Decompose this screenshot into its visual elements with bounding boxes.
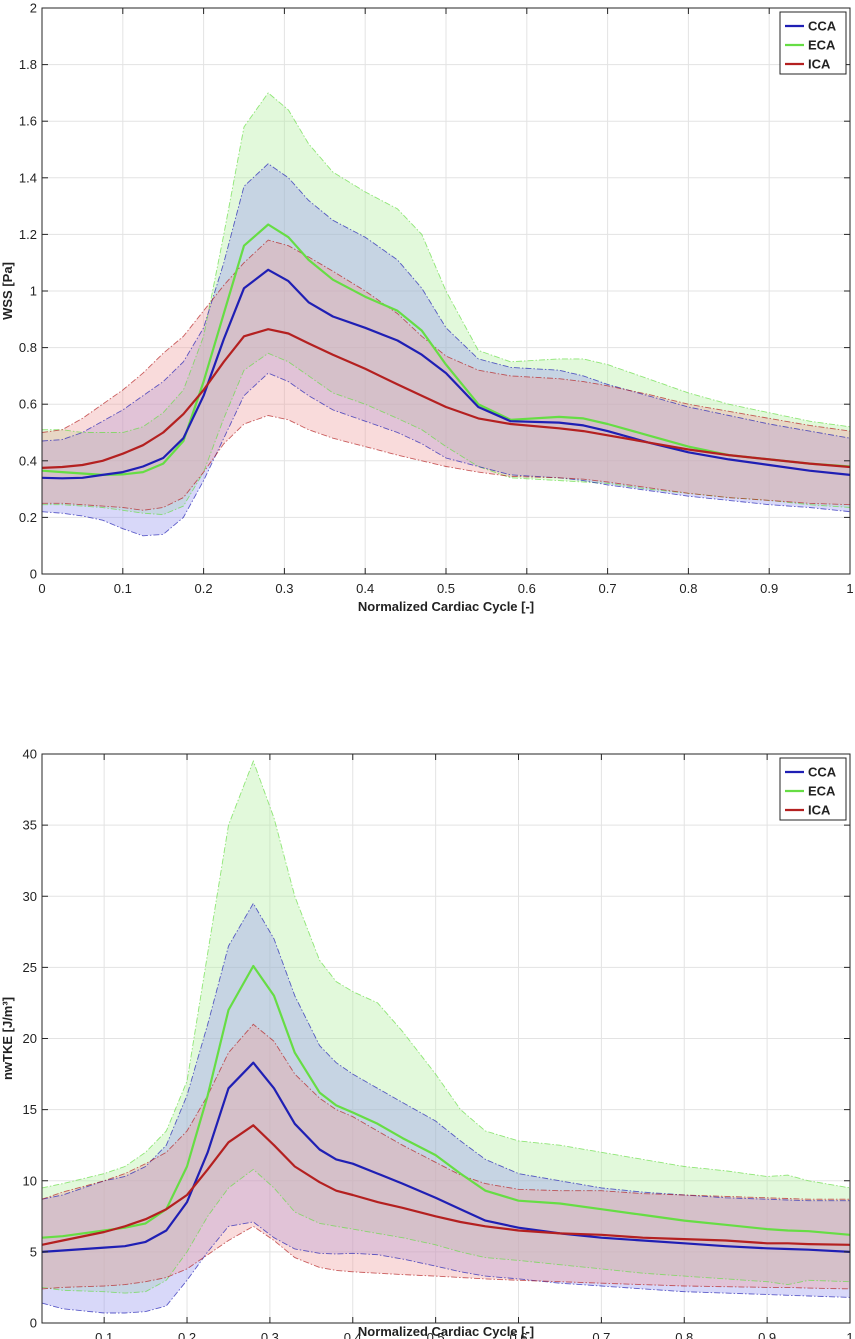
y-tick-label: 20	[23, 1031, 37, 1046]
x-tick-label: 0.6	[509, 1330, 527, 1339]
band-eca	[42, 92, 850, 515]
y-tick-label: 0.2	[19, 510, 37, 525]
y-tick-label: 0.8	[19, 340, 37, 355]
x-tick-label: 0.7	[592, 1330, 610, 1339]
band-lower-cca	[41, 372, 851, 537]
y-tick-label: 30	[23, 889, 37, 904]
legend-label-ica: ICA	[808, 57, 831, 72]
y-tick-label: 1.8	[19, 57, 37, 72]
x-tick-label: 0.2	[195, 581, 213, 596]
y-axis-label: WSS [Pa]	[0, 262, 15, 320]
y-tick-label: 1.6	[19, 114, 37, 129]
x-tick-label: 0.9	[758, 1330, 776, 1339]
band-upper-ica	[41, 239, 851, 433]
band-lower-cca	[41, 1221, 851, 1314]
y-tick-label: 35	[23, 818, 37, 833]
y-tick-label: 10	[23, 1173, 37, 1188]
x-tick-label: 0.3	[275, 581, 293, 596]
x-tick-label: 0.4	[344, 1330, 362, 1339]
y-tick-label: 5	[30, 1244, 37, 1259]
legend: CCA ECA ICA	[779, 11, 847, 75]
band-eca	[42, 761, 850, 1294]
x-tick-label: 0.5	[427, 1330, 445, 1339]
band-upper-ica	[41, 1023, 850, 1200]
band-lower-eca	[42, 352, 851, 516]
y-tick-label: 25	[23, 960, 37, 975]
x-tick-label: 1	[846, 1330, 853, 1339]
y-tick-label: 0.6	[19, 397, 37, 412]
y-tick-label: 15	[23, 1102, 37, 1117]
x-tick-label: 0.9	[760, 581, 778, 596]
band-ica	[42, 1024, 850, 1289]
x-tick-label: 0.5	[437, 581, 455, 596]
series-line-eca	[41, 223, 851, 476]
y-tick-label: 1.4	[19, 170, 37, 185]
y-axis-label: nwTKE [J/m³]	[0, 997, 15, 1080]
x-tick-label: 1	[846, 581, 853, 596]
series-line-ica	[41, 1124, 851, 1246]
x-tick-label: 0.3	[261, 1330, 279, 1339]
band-upper-cca	[41, 163, 851, 442]
legend-label-ica: ICA	[808, 803, 831, 818]
legend-label-cca: CCA	[808, 19, 837, 34]
legend-label-eca: ECA	[808, 38, 836, 53]
y-tick-label: 2	[30, 1, 37, 16]
band-upper-eca	[41, 759, 851, 1189]
legend: CCA ECA ICA	[779, 757, 847, 821]
band-lower-ica	[42, 415, 851, 511]
y-tick-label: 0.4	[19, 453, 37, 468]
x-axis-label: Normalized Cardiac Cycle [-]	[358, 1324, 534, 1339]
y-tick-label: 1.2	[19, 227, 37, 242]
x-tick-label: 0.8	[675, 1330, 693, 1339]
band-lower-eca	[41, 1168, 851, 1294]
nwtke-chart: 0.1 0.2 0.3 0.4 0.5 0.6 0.7 0.8 0.9 1051015202530…	[0, 747, 854, 1339]
x-tick-label: 0	[38, 581, 45, 596]
x-tick-label: 0.1	[114, 581, 132, 596]
y-tick-label: 40	[23, 747, 37, 762]
band-upper-eca	[42, 92, 851, 433]
y-tick-label: 0	[30, 1316, 37, 1331]
series-line-cca	[41, 1061, 851, 1253]
wss-chart: 0 0.1 0.2 0.3 0.4 0.5 0.6 0.7 0.8 0.9 1 0 0.2 0.4 0.6 0…	[0, 1, 854, 615]
y-tick-label: 1	[30, 284, 37, 299]
band-cca	[42, 903, 850, 1313]
legend-label-cca: CCA	[808, 765, 837, 780]
x-tick-label: 0.8	[679, 581, 697, 596]
x-tick-label: 0.4	[356, 581, 374, 596]
legend-label-eca: ECA	[808, 784, 836, 799]
y-tick-label: 0	[30, 567, 37, 582]
series-line-ica	[41, 328, 851, 469]
x-tick-label: 0.7	[599, 581, 617, 596]
x-axis-label: Normalized Cardiac Cycle [-]	[358, 599, 534, 614]
band-lower-ica	[41, 1225, 851, 1290]
x-tick-label: 0.2	[178, 1330, 196, 1339]
x-tick-label: 0.1	[95, 1330, 113, 1339]
x-tick-label: 0.6	[518, 581, 536, 596]
